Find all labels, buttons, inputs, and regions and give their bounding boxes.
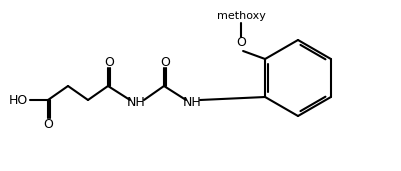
Text: NH: NH [182,96,201,109]
Text: O: O [104,56,114,69]
Text: HO: HO [8,94,28,107]
Text: NH: NH [127,96,146,109]
Text: methoxy: methoxy [217,11,265,21]
Text: O: O [160,56,170,69]
Text: O: O [236,36,246,49]
Text: O: O [43,117,53,130]
